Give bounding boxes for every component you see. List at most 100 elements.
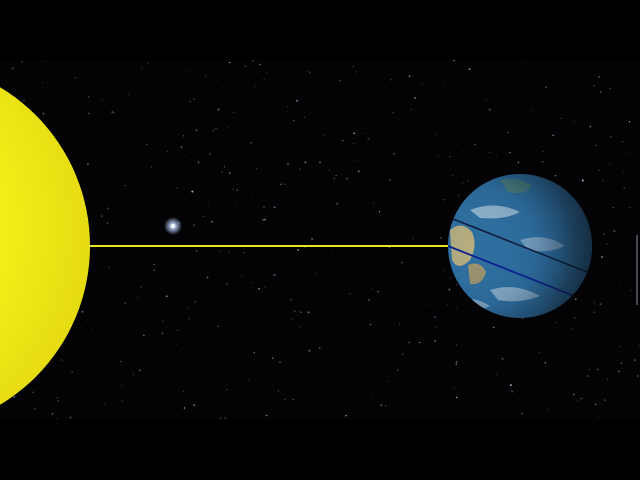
star-dot [419, 341, 421, 344]
star-dot [86, 319, 88, 321]
star-dot [606, 243, 608, 245]
earth-icon [448, 174, 592, 318]
star-dot [125, 180, 126, 181]
star-dot [616, 290, 618, 291]
star-dot [625, 380, 626, 381]
star-dot [263, 206, 265, 208]
star-dot [232, 229, 234, 231]
letterbox-top [0, 0, 640, 60]
star-dot [576, 399, 578, 401]
star-dot [222, 86, 223, 88]
star-dot [574, 298, 577, 301]
star-dot [442, 199, 445, 201]
star-dot [120, 360, 122, 363]
star-dot [609, 87, 611, 90]
star-dot [444, 84, 446, 86]
star-dot [188, 318, 191, 320]
star-dot [241, 266, 243, 268]
star-dot [212, 129, 214, 131]
star-dot [71, 371, 73, 373]
star-dot [353, 66, 355, 67]
star-dot [220, 366, 222, 367]
star-dot [69, 416, 72, 419]
star-dot [183, 407, 186, 409]
star-dot [511, 390, 514, 393]
star-dot [222, 233, 224, 235]
star-dot [42, 112, 45, 115]
star-dot [228, 127, 229, 128]
star-dot [598, 169, 600, 172]
star-dot [306, 71, 308, 73]
star-dot [101, 99, 103, 101]
star-dot [287, 162, 289, 165]
star-dot [609, 163, 610, 165]
star-dot [271, 357, 274, 359]
star-dot [307, 367, 309, 369]
star-dot [336, 202, 339, 205]
star-dot [187, 308, 189, 310]
star-dot [337, 234, 338, 236]
star-dot [588, 368, 590, 370]
star-dot [541, 160, 544, 163]
star-dot [346, 177, 348, 180]
star-dot [205, 160, 207, 162]
star-dot [309, 72, 311, 74]
star-dot [521, 62, 523, 64]
star-dot [100, 215, 103, 217]
star-dot [236, 189, 238, 191]
star-dot [501, 357, 504, 360]
star-dot [176, 329, 179, 331]
star-dot [408, 75, 411, 78]
star-dot [593, 85, 595, 87]
star-dot [51, 412, 54, 415]
star-dot [303, 116, 305, 118]
star-dot [208, 205, 210, 206]
star-dot [625, 153, 627, 155]
star-dot [546, 408, 548, 410]
star-dot [367, 137, 370, 140]
star-dot [299, 311, 302, 314]
star-dot [194, 301, 196, 303]
star-dot [192, 367, 194, 369]
star-dot [147, 62, 149, 64]
star-dot [217, 325, 220, 328]
letterbox-bottom [0, 420, 640, 480]
star-dot [448, 155, 451, 158]
star-dot [165, 295, 168, 298]
edge-artifact [636, 235, 638, 305]
star-dot [107, 266, 110, 269]
star-dot [215, 127, 217, 130]
star-dot [633, 359, 636, 362]
star-dot [226, 388, 228, 390]
star-dot [532, 109, 534, 111]
star-dot [434, 326, 436, 328]
star-dot [555, 321, 558, 324]
star-dot [307, 311, 310, 314]
star-dot [153, 263, 156, 266]
star-dot [125, 147, 127, 149]
star-dot [161, 332, 164, 334]
star-dot [545, 86, 547, 89]
star-dot [225, 283, 228, 286]
star-dot [221, 171, 223, 173]
star-dot [23, 100, 25, 102]
space-scene-svg [0, 60, 640, 419]
star-dot [208, 153, 211, 156]
star-dot [612, 206, 614, 209]
star-dot [440, 237, 442, 239]
star-dot [390, 79, 392, 81]
sun-icon [0, 87, 90, 405]
star-dot [619, 281, 621, 283]
star-dot [601, 256, 603, 258]
star-dot [287, 110, 289, 112]
star-dot [389, 179, 392, 182]
star-dot [628, 121, 631, 123]
star-dot [146, 376, 148, 378]
star-dot [594, 403, 597, 406]
star-dot [328, 169, 331, 171]
star-dot [74, 77, 76, 79]
star-dot [368, 299, 370, 301]
star-dot [232, 188, 234, 190]
star-dot [628, 154, 630, 156]
